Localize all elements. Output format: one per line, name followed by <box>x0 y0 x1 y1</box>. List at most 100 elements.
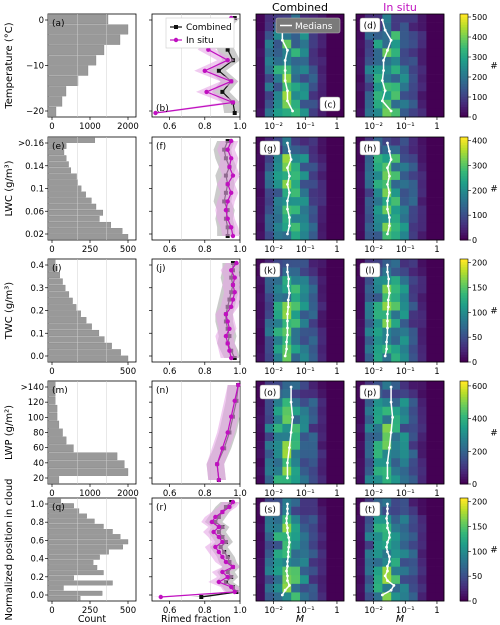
heatmap-cell <box>308 74 318 83</box>
median-point <box>389 588 393 592</box>
colorbar-segment <box>460 165 468 169</box>
median-point <box>386 569 389 573</box>
median-point <box>380 79 384 83</box>
heatmap-cell <box>435 145 445 155</box>
heatmap-cell <box>335 171 345 181</box>
heatmap-cell <box>308 523 318 533</box>
colorbar-segment <box>460 287 468 291</box>
heatmap-cell <box>426 558 436 567</box>
heatmap-cell <box>291 515 301 525</box>
colorbar-segment <box>460 310 468 314</box>
heatmap-cell <box>408 222 418 232</box>
heatmap-cell <box>308 222 318 232</box>
heatmap-cell <box>364 475 374 485</box>
heatmap-cell <box>300 197 310 206</box>
histogram-bar <box>47 436 67 445</box>
colorbar-segment <box>460 266 468 270</box>
colorbar-segment <box>460 152 468 156</box>
colorbar-segment <box>460 284 468 288</box>
heatmap-cell <box>417 523 427 533</box>
heatmap-cell <box>417 398 427 408</box>
heatmap-cell <box>435 56 445 66</box>
in-situ-point <box>223 559 229 565</box>
histogram-bar <box>47 24 129 35</box>
median-point <box>385 340 388 344</box>
heatmap-cell <box>335 293 345 303</box>
median-point <box>286 99 289 103</box>
heatmap-cell <box>408 31 418 41</box>
in-situ-point <box>216 477 222 483</box>
heatmap-cell <box>282 549 292 559</box>
heatmap-cell <box>400 549 410 559</box>
heatmap-cell <box>426 575 436 585</box>
median-point <box>286 263 289 267</box>
heatmap-cell <box>282 284 292 294</box>
heatmap-cell <box>335 222 345 232</box>
colorbar-segment <box>460 300 468 304</box>
heatmap-cell <box>326 179 336 189</box>
heatmap-cell <box>291 310 301 320</box>
heatmap-cell <box>326 423 336 433</box>
heatmap-cell <box>326 293 336 303</box>
colorbar-segment <box>460 237 468 241</box>
heatmap-cell <box>408 82 418 92</box>
heatmap-cell <box>417 91 427 101</box>
median-line <box>281 20 294 112</box>
heatmap-cell <box>326 39 336 49</box>
heatmap-cell <box>308 415 318 425</box>
heatmap-cell <box>300 353 310 363</box>
heatmap-cell <box>326 310 336 320</box>
heatmap-cell <box>335 575 345 585</box>
heatmap-cell <box>264 188 274 198</box>
median-legend-box <box>275 17 341 34</box>
x-tick-label: 0.8 <box>198 245 212 255</box>
heatmap-cell <box>335 179 345 189</box>
colorbar-frame <box>459 13 469 118</box>
colorbar-segment <box>460 598 468 602</box>
heatmap-cell <box>335 276 345 286</box>
heatmap-cell <box>264 74 274 83</box>
heatmap-cell <box>300 466 310 476</box>
panel-letter: (k) <box>264 267 276 277</box>
histogram-bar <box>47 575 74 581</box>
heatmap-cell <box>308 353 318 363</box>
heatmap-cell <box>356 91 366 101</box>
heatmap-cell <box>264 423 274 433</box>
heatmap-cell <box>391 14 401 23</box>
heatmap-cell <box>408 532 418 542</box>
median-point <box>286 232 289 236</box>
heatmap-cell <box>400 327 410 337</box>
histogram-bar <box>47 570 104 576</box>
colorbar-segment <box>460 101 468 105</box>
heatmap-cell <box>391 137 401 146</box>
heatmap-cell <box>282 406 292 416</box>
median-point <box>385 516 388 520</box>
heatmap-cell <box>273 441 283 450</box>
colorbar-tick-label: 200 <box>472 186 487 195</box>
colorbar-segment <box>460 70 468 74</box>
heatmap-cell <box>326 74 336 83</box>
heatmap-cell <box>300 506 310 516</box>
colorbar-segment <box>460 582 468 587</box>
heatmap-cell <box>282 475 292 485</box>
heatmap-cell <box>364 214 374 224</box>
median-point <box>285 521 288 525</box>
heatmap-cell <box>400 137 410 146</box>
heatmap-cell <box>264 222 274 232</box>
heatmap-cell <box>317 301 327 311</box>
colorbar-segment <box>460 209 468 213</box>
heatmap-cell <box>382 65 392 75</box>
heatmap-cell <box>308 214 318 224</box>
heatmap-cell <box>282 293 292 303</box>
heatmap-cell <box>356 214 366 224</box>
colorbar-segment <box>460 513 468 517</box>
heatmap-cell <box>382 449 392 459</box>
heatmap-cell <box>335 284 345 294</box>
heatmap-cell <box>408 171 418 181</box>
heatmap-cell <box>291 179 301 189</box>
heatmap-cell <box>408 65 418 75</box>
heatmap-cell <box>426 231 436 241</box>
heatmap-cell <box>264 179 274 189</box>
heatmap-cell <box>417 466 427 476</box>
median-point <box>387 174 391 178</box>
